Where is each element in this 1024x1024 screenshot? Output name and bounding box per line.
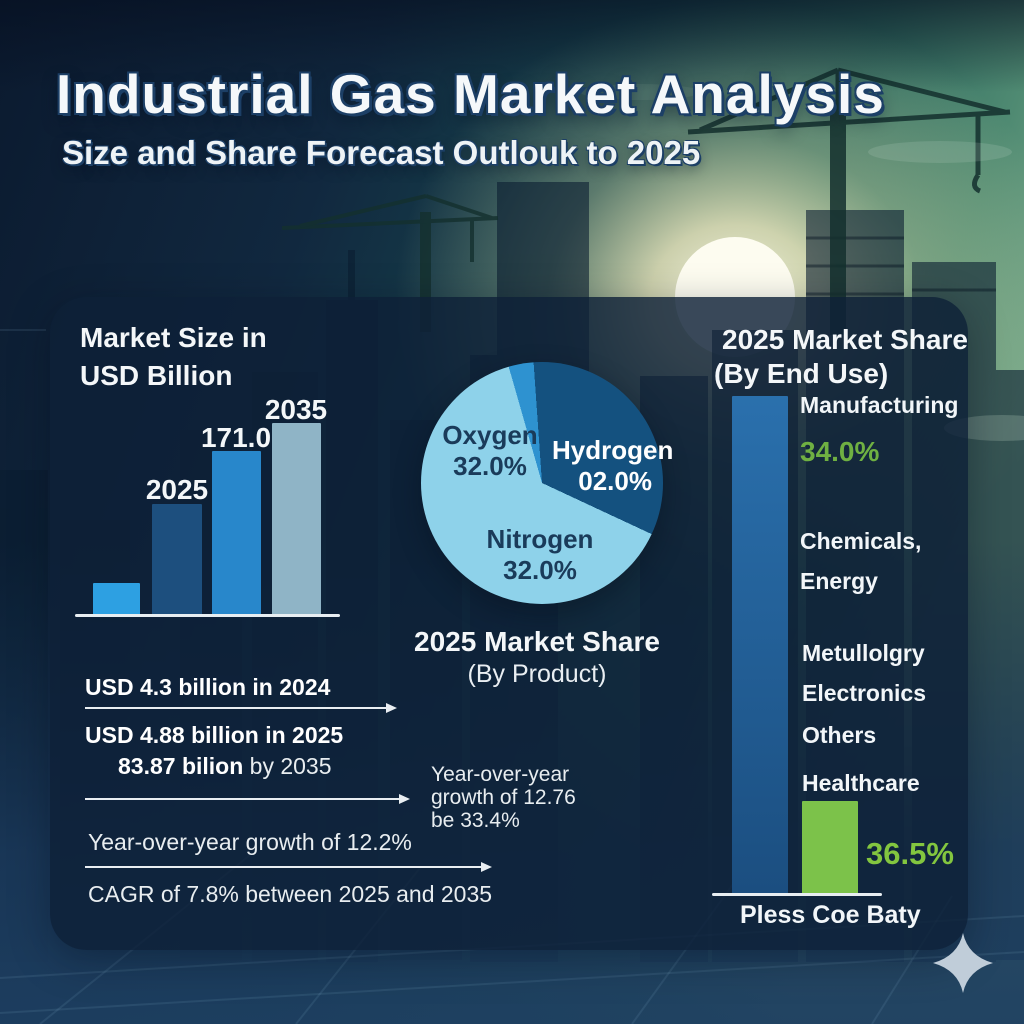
growth-note-line1: Year-over-year <box>431 763 570 786</box>
end-use-manufacturing-pct: 34.0% <box>800 436 880 467</box>
oxygen-value: 32.0% <box>453 451 527 481</box>
pie-caption-line2: (By Product) <box>467 660 607 688</box>
end-use-label-metallurgy: Metullolgry <box>802 640 925 666</box>
hydrogen-name: Hydrogen <box>552 435 674 465</box>
growth-note-line2: growth of 12.76 <box>431 786 576 809</box>
end-use-x-axis <box>712 893 882 896</box>
pie-label-nitrogen: Nitrogen 32.0% <box>470 524 610 586</box>
sparkle-icon <box>933 933 993 993</box>
end-use-axis-label: Pless Coe Baty <box>740 901 921 929</box>
tower-crane-left <box>281 194 499 332</box>
end-use-green-pct: 36.5% <box>866 836 954 871</box>
bar-label-171: 171.0 <box>200 422 272 453</box>
nitrogen-value: 32.0% <box>503 555 577 585</box>
product-share-pie <box>421 362 663 604</box>
arrow-2 <box>85 793 410 804</box>
pie-label-hydrogen: Hydrogen 02.0% <box>552 435 674 497</box>
end-use-title-line1: 2025 Market Share <box>722 324 968 355</box>
hydrogen-value: 02.0% <box>578 466 652 496</box>
market-size-bar-4 <box>272 423 321 615</box>
stat-2035-rest: by 2035 <box>243 753 332 779</box>
page-title: Industrial Gas Market Analysis <box>56 63 885 125</box>
end-use-blue-bar <box>732 396 788 894</box>
stat-yoy-growth: Year-over-year growth of 12.2% <box>88 829 412 855</box>
end-use-green-bar <box>802 801 858 894</box>
arrow-1 <box>85 702 397 713</box>
market-size-title-line1: Market Size in <box>80 322 267 353</box>
market-size-bar-3 <box>212 451 261 615</box>
pie-caption-line1: 2025 Market Share <box>414 626 660 657</box>
stat-2025: USD 4.88 billion in 2025 <box>85 722 344 748</box>
stat-cagr: CAGR of 7.8% between 2025 and 2035 <box>88 881 493 907</box>
market-size-bar-2 <box>152 504 202 615</box>
arrow-3 <box>85 861 492 872</box>
stat-2035: 83.87 bilion by 2035 <box>118 753 332 780</box>
end-use-label-manufacturing: Manufacturing <box>800 392 959 418</box>
market-size-title-line2: USD Billion <box>80 360 233 391</box>
end-use-label-electronics: Electronics <box>802 680 926 706</box>
page-subtitle: Size and Share Forecast Outlouk to 2025 <box>62 134 701 171</box>
end-use-label-chemicals: Chemicals, <box>800 528 922 554</box>
bar-label-2025: 2025 <box>145 474 209 505</box>
market-size-x-axis <box>75 614 340 617</box>
pie-label-oxygen: Oxygen 32.0% <box>438 420 542 482</box>
growth-note-line3: be 33.4% <box>431 809 520 832</box>
top-vignette <box>0 0 1024 92</box>
end-use-title-line2: (By End Use) <box>714 358 889 389</box>
end-use-label-energy: Energy <box>800 568 878 594</box>
oxygen-name: Oxygen <box>442 420 538 450</box>
end-use-label-others: Others <box>802 722 877 748</box>
nitrogen-name: Nitrogen <box>486 524 594 554</box>
stat-2024: USD 4.3 billion in 2024 <box>85 674 331 700</box>
stat-2035-bold: 83.87 bilion <box>118 753 244 779</box>
bar-label-2035: 2035 <box>264 394 328 425</box>
market-size-bar-1 <box>93 583 140 615</box>
end-use-label-healthcare: Healthcare <box>802 770 920 796</box>
